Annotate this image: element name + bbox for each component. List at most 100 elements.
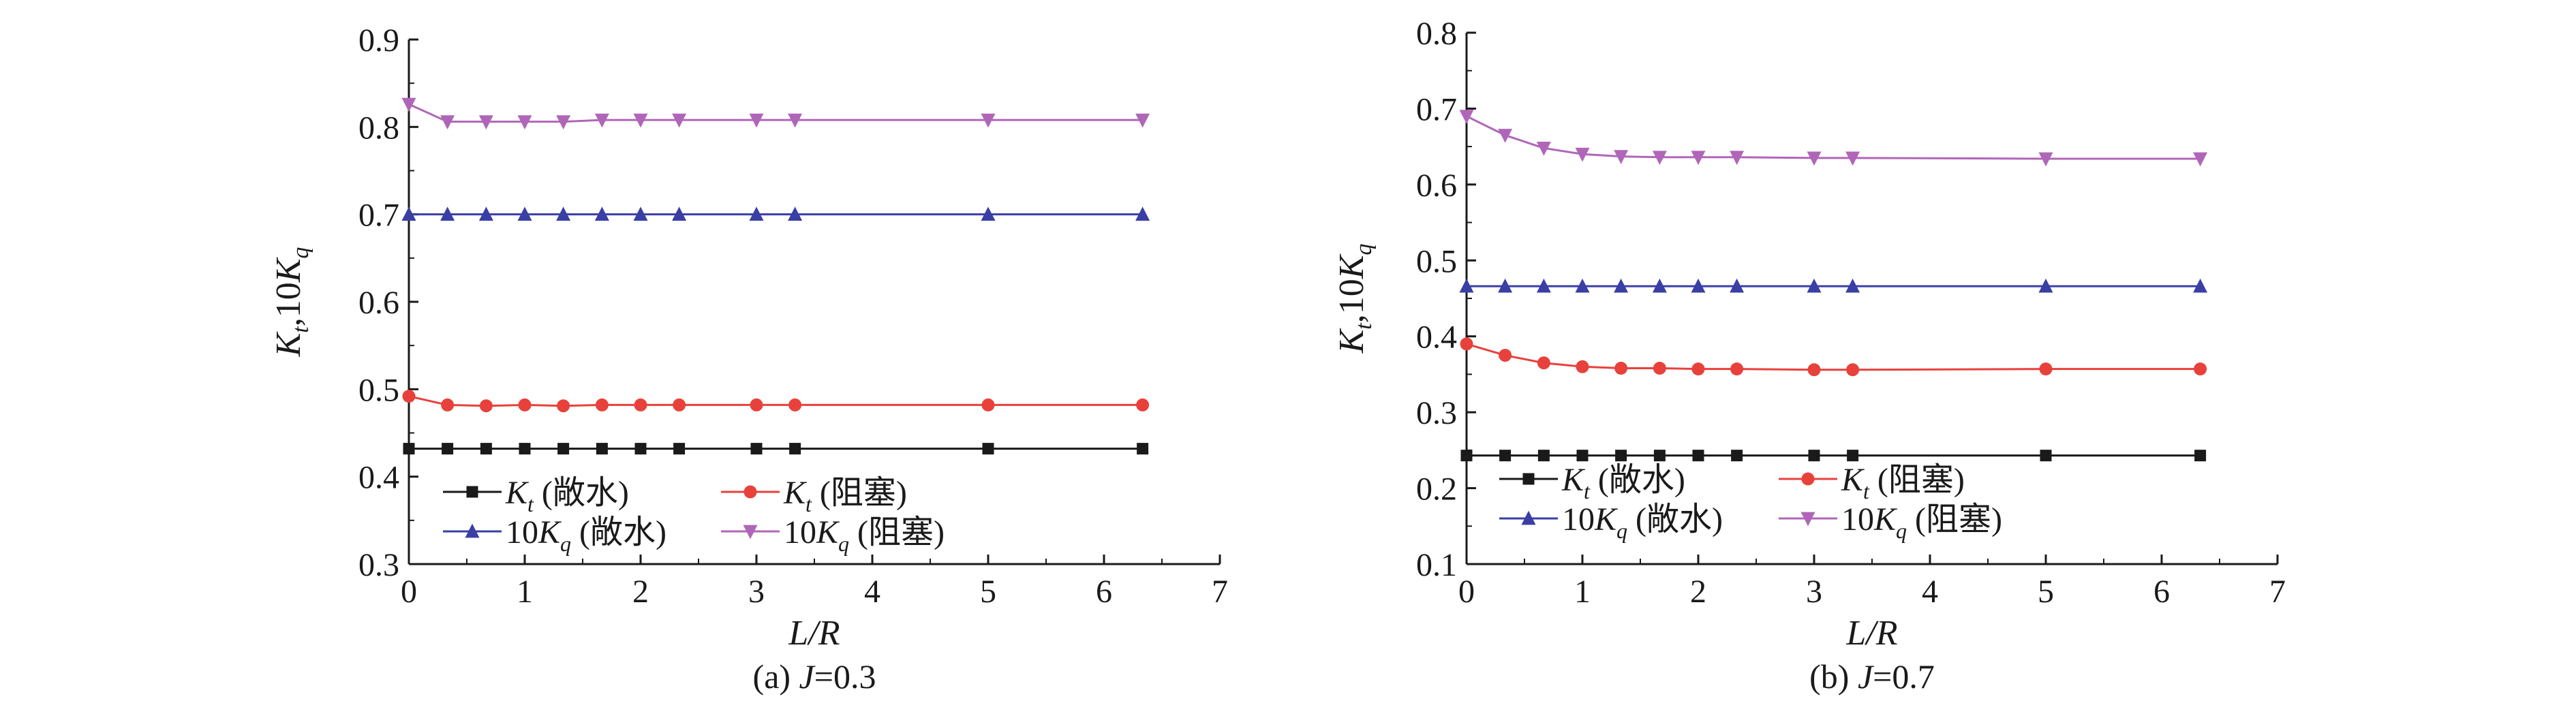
data-point [1846,363,1860,377]
y-label-sub: q [1351,244,1377,255]
data-point [519,443,531,455]
data-point [1575,278,1590,293]
legend-label-sub: t [1863,479,1870,503]
data-point [1499,349,1512,362]
y-axis-label: Kt,10Kq [1332,244,1377,354]
y-tick-label: 0.5 [358,372,399,408]
legend-label: Kt (敞水) [505,475,629,516]
legend-label: 10Kq (阻塞) [784,514,945,556]
legend-marker [1801,472,1815,486]
x-tick-label: 5 [2038,574,2054,610]
data-point [518,398,532,411]
y-label-sub: q [288,247,313,259]
data-point [1615,450,1627,462]
legend-label-sub: t [1584,479,1591,503]
legend-label-num: 10 [1841,501,1874,538]
x-tick-label: 2 [632,574,649,610]
data-point [594,206,609,221]
data-point [2039,362,2053,376]
legend-label-sub: q [1616,518,1627,543]
data-point [673,443,686,455]
data-point [1691,151,1706,166]
x-tick-label: 0 [401,574,417,610]
data-point [1845,151,1860,166]
x-tick-label: 6 [2153,574,2170,610]
data-point [401,206,416,221]
legend-marker [466,486,478,498]
chart-panel-0: 0.30.40.50.60.70.80.90 1 2 3 4 5 6 7L/RKt,10KqK… [269,22,1228,696]
data-point [789,443,801,455]
legend-label-suffix: (阻塞) [849,514,945,550]
data-point [2193,278,2208,293]
data-point [2038,152,2053,167]
data-point [1576,450,1589,462]
y-tick-label: 0.2 [1416,471,1457,508]
data-point [479,399,493,413]
y-label-sub: t [288,326,313,333]
legend-marker [743,485,757,499]
x-axis-label: L/R [1845,614,1897,653]
y-tick-label: 0.4 [358,460,399,496]
data-point [1498,278,1513,293]
series-line [408,103,1143,123]
y-label-sub: t [1351,322,1377,330]
y-tick-label: 0.3 [1416,395,1457,431]
legend-label-var: K [1841,462,1865,498]
data-point [596,443,608,455]
y-tick-label: 0.8 [1416,16,1457,52]
data-point [1460,450,1473,462]
y-label-part: K [269,331,308,357]
y-tick-label: 0.6 [1416,168,1457,204]
x-tick-label: 4 [864,574,880,610]
legend-label-var: K [1873,501,1898,538]
data-point [557,443,570,455]
data-point [982,443,994,455]
data-point [1459,278,1474,293]
data-point [2193,152,2208,167]
y-tick-label: 0.5 [1416,243,1457,279]
legend-label: 10Kq (敞水) [1562,501,1723,543]
legend-label-sub: q [1896,518,1907,543]
data-point [1537,450,1550,462]
data-point [750,398,763,411]
data-point [2040,450,2052,462]
x-tick-label: 7 [1212,574,1228,610]
chart-panel-1: 0.10.20.30.40.50.60.70.80 1 2 3 4 5 6 7L/RKt,10… [1332,16,2286,696]
legend-label-num: 10 [1562,501,1595,538]
legend-label-sub: t [806,492,812,516]
data-point [2194,450,2207,462]
data-point [634,443,647,455]
data-point [1652,278,1667,293]
legend-label-suffix: (敞水) [1627,501,1723,538]
legend-label-sub: q [560,531,571,556]
y-label-part: 10 [269,282,308,317]
data-point [1807,151,1822,166]
x-tick-label: 1 [1574,574,1591,610]
data-point [1730,278,1745,293]
data-point [517,115,532,129]
data-point [1575,147,1590,162]
x-tick-label: 0 [1458,574,1475,610]
legend-label-var: K [1594,501,1619,538]
legend-label-var: K [1561,462,1586,498]
legend-label-sub: q [838,531,849,556]
data-point [1653,450,1666,462]
data-point [478,115,493,129]
data-point [517,206,532,221]
data-point [1691,362,1705,376]
data-point [1847,450,1859,462]
legend-marker [465,523,480,538]
legend-label-var: K [538,514,562,550]
data-point [788,113,803,128]
y-tick-label: 0.7 [358,198,399,234]
data-point [750,443,763,455]
data-point [557,399,570,413]
y-label-part: K [1332,253,1371,279]
data-point [1653,362,1666,375]
y-label-part: K [1332,328,1371,354]
data-point [749,206,764,221]
legend-label-var: K [783,475,808,511]
data-point [2194,362,2207,376]
